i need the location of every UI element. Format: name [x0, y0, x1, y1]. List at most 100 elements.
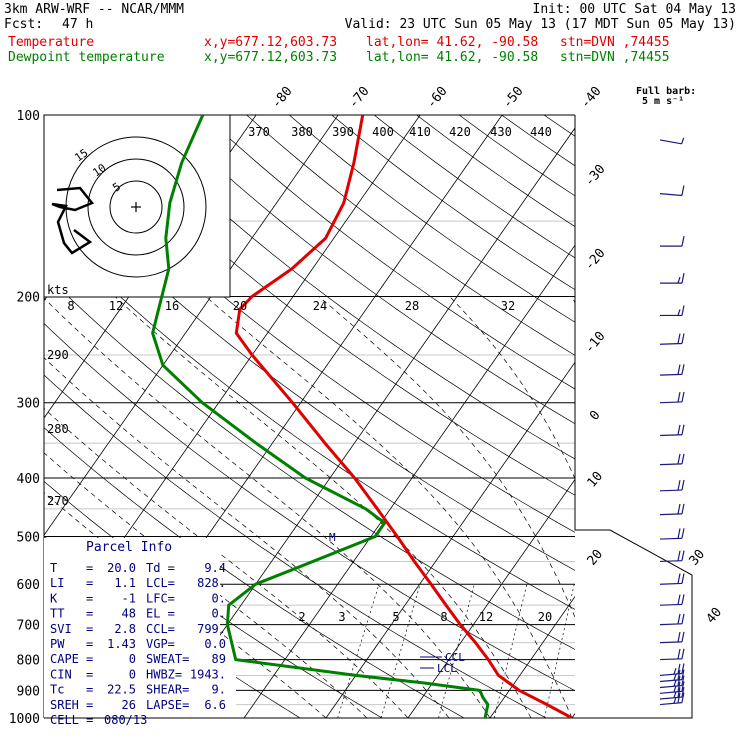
parcel-row-label2: EL = [146, 607, 175, 621]
wind-barb-flag [677, 333, 681, 344]
parcel-row-label: T [50, 561, 57, 575]
wind-speed-label: 28 [405, 299, 419, 313]
isotherm-label: 30 [687, 547, 709, 569]
mixing-ratio-label: 20 [538, 610, 552, 624]
parcel-row-label: PW [50, 637, 65, 651]
dry-adiabat-line [416, 115, 575, 228]
parcel-row-value: 1.1 [114, 576, 136, 590]
parcel-row-label: CIN [50, 667, 72, 681]
pressure-label: 900 [17, 684, 40, 699]
mixing-ratio-line [438, 584, 475, 718]
isotherm-label: 10 [585, 469, 607, 491]
wind-barb-flag [677, 424, 681, 435]
lfc-mark: M [329, 531, 336, 544]
parcel-row-value: 48 [122, 607, 136, 621]
mixing-ratio-label: 5 [392, 610, 399, 624]
legend-dewpoint: Dewpoint temperature [8, 50, 165, 65]
wind-barb [659, 692, 685, 706]
wind-barb-staff [659, 489, 683, 492]
parcel-row-label: SREH [50, 698, 79, 712]
theta-label: 370 [248, 125, 270, 139]
theta-label-side: 280 [47, 422, 69, 436]
parcel-row-value: 20.0 [107, 561, 136, 575]
hodograph-ring [87, 158, 185, 256]
wind-barb-flag [677, 391, 681, 403]
dry-adiabat-line [44, 272, 575, 650]
mixing-ratio-line [544, 584, 575, 718]
parcel-row-label2: CCL= [146, 622, 175, 636]
wind-barb-staff [659, 192, 682, 197]
dry-adiabat-line [44, 173, 575, 571]
pressure-label: 1000 [9, 712, 40, 727]
dry-adiabat-line [543, 115, 575, 137]
parcel-row-value: 0 [129, 667, 136, 681]
pressure-label: 500 [17, 530, 40, 545]
parcel-row-eq: = [86, 591, 93, 605]
forecast-hours: 47 h [62, 17, 94, 32]
dry-adiabat-line [44, 222, 575, 610]
parcel-row-label2: LFC= [146, 591, 175, 605]
wind-barb-flag [681, 391, 685, 403]
full-barb-label: Full barb: [636, 86, 696, 97]
pressure-label: 400 [17, 472, 40, 487]
wind-barb-flag [677, 364, 681, 375]
parcel-row-value: 2.8 [114, 622, 136, 636]
parcel-row-value: -1 [122, 591, 136, 605]
wind-barb-staff [659, 342, 683, 345]
pressure-label: 200 [17, 291, 40, 306]
isotherm-label: -40 [578, 84, 605, 112]
wind-barb-flag [681, 686, 685, 698]
wind-barb [659, 613, 685, 626]
wind-barb-staff [659, 641, 683, 644]
wind-barb [659, 675, 685, 689]
wind-barb-flag [681, 137, 685, 144]
isotherm-line [0, 115, 10, 718]
legend-temperature: Temperature [8, 35, 95, 50]
wind-barb-flag [677, 687, 681, 698]
isotherm-line [407, 478, 575, 718]
wind-barb-flag [681, 663, 685, 674]
legend-temperature-stn: stn=DVN ,74455 [560, 35, 670, 50]
isotherm-label: -30 [582, 162, 609, 190]
theta-label-side: 270 [47, 494, 69, 508]
isotherm-label: -60 [424, 84, 451, 112]
legend-dewpoint-xy: x,y=677.12,603.73 [204, 50, 338, 65]
wind-barb-flag [681, 692, 685, 703]
moist-adiabat-line [449, 296, 575, 480]
isotherm-line [489, 595, 575, 718]
mixing-ratio-label: 3 [338, 610, 345, 624]
wind-barb-flag [681, 675, 685, 686]
wind-barb [659, 453, 685, 466]
wind-barb [659, 631, 685, 644]
wind-speed-label: 32 [501, 299, 515, 313]
wind-barb-flag [681, 424, 685, 435]
parcel-row-label: CAPE [50, 652, 79, 666]
isotherm-line [243, 244, 575, 718]
forecast-label: Fcst: [4, 17, 44, 32]
parcel-info-title: Parcel Info [86, 540, 172, 555]
parcel-row-label: TT [50, 607, 64, 621]
dry-adiabat-line [203, 115, 575, 390]
wind-barb-flag [677, 663, 681, 674]
parcel-row-label2: Td = [146, 561, 175, 575]
wind-barb-flag [681, 479, 685, 491]
wind-barb-flag [681, 648, 685, 659]
wind-barb-flag [677, 503, 681, 515]
wind-speed-label: 20 [233, 299, 247, 313]
valid-time: Valid: 23 UTC Sun 05 May 13 (17 MDT Sun … [344, 17, 736, 32]
parcel-row-value2: 1943. [190, 667, 226, 681]
parcel-row-value2: 9. [212, 683, 226, 697]
theta-label: 430 [490, 125, 512, 139]
dry-adiabat-line [373, 115, 575, 259]
wind-barb-flag [677, 573, 681, 584]
cell-value: 080/13 [104, 713, 147, 727]
wind-barb [659, 573, 685, 585]
wind-barb [659, 594, 685, 606]
pressure-label: 800 [17, 654, 40, 669]
wind-barb [659, 137, 685, 145]
wind-barb-staff [659, 373, 683, 376]
parcel-row-value: 26 [122, 698, 136, 712]
theta-label: 390 [332, 125, 354, 139]
hodograph-trace [51, 186, 95, 255]
wind-barb [659, 424, 685, 437]
